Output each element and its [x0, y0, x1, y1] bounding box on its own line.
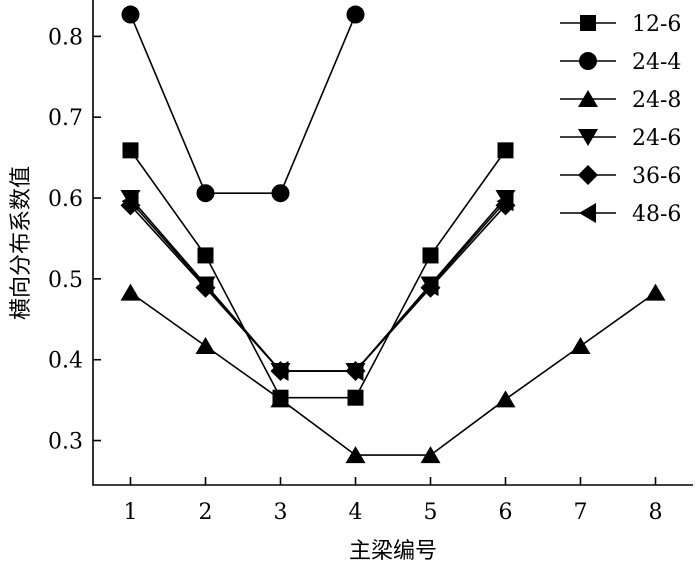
- legend-label: 48-6: [632, 202, 681, 227]
- data-point-12-6: [347, 389, 364, 406]
- legend-marker: [579, 203, 596, 223]
- legend-marker: [578, 90, 598, 107]
- data-point-48-6: [121, 191, 139, 212]
- series-line-48-6: [129, 200, 507, 372]
- legend-label: 24-4: [632, 50, 681, 75]
- data-point-24-8: [345, 446, 366, 464]
- data-point-24-8: [120, 283, 141, 301]
- x-tick-label: 5: [424, 500, 438, 525]
- legend-marker: [579, 52, 597, 70]
- data-point-24-4: [121, 5, 140, 24]
- series-24-4: [121, 5, 365, 203]
- data-point-12-6: [497, 142, 514, 159]
- legend-item-36-6: 36-6: [560, 164, 681, 189]
- series-12-6: [122, 142, 514, 406]
- legend-marker: [578, 129, 598, 146]
- y-tick-label: 0.3: [48, 430, 83, 455]
- legend-item-12-6: 12-6: [560, 12, 681, 37]
- legend-marker: [578, 165, 598, 185]
- series-layer: [120, 5, 666, 464]
- x-tick-label: 7: [574, 500, 588, 525]
- x-tick-label: 2: [199, 500, 213, 525]
- data-point-24-8: [270, 390, 291, 408]
- series-line-12-6: [129, 149, 507, 399]
- x-tick-label: 4: [349, 500, 363, 525]
- legend-label: 36-6: [632, 164, 681, 189]
- legend-item-24-4: 24-4: [560, 50, 681, 75]
- data-point-12-6: [422, 247, 439, 264]
- data-point-24-8: [645, 283, 666, 301]
- series-line-24-8: [130, 291, 656, 456]
- x-axis-title: 主梁编号: [349, 539, 437, 564]
- y-tick-label: 0.6: [48, 187, 83, 212]
- data-point-24-4: [196, 184, 215, 203]
- y-tick-label: 0.5: [48, 268, 83, 293]
- y-tick-label: 0.8: [48, 25, 83, 50]
- data-point-24-4: [346, 5, 365, 24]
- x-tick-label: 8: [649, 500, 663, 525]
- legend-label: 24-8: [632, 88, 681, 113]
- series-24-8: [120, 283, 666, 464]
- y-tick-label: 0.7: [48, 106, 83, 131]
- y-axis-title: 横向分布系数值: [9, 166, 34, 320]
- axes: 1 2 3 4 5 6 7 8 0.3 0.4 0.5 0.6 0.7 0.8: [48, 0, 693, 525]
- axis-lines: [92, 0, 693, 486]
- data-point-24-4: [271, 184, 290, 203]
- legend-item-24-6: 24-6: [560, 126, 681, 151]
- legend: 12-6 24-4 24-8 24-6 36-6 48-6: [560, 12, 681, 227]
- legend-marker: [580, 15, 596, 31]
- series-36-6: [120, 195, 516, 382]
- x-tick-label: 1: [124, 500, 138, 525]
- x-tick-label: 6: [499, 500, 513, 525]
- data-point-48-6: [496, 191, 514, 212]
- series-line-24-6: [129, 197, 507, 372]
- data-point-48-6: [346, 361, 364, 382]
- data-point-24-8: [495, 390, 516, 408]
- legend-item-48-6: 48-6: [560, 202, 681, 227]
- data-point-12-6: [197, 247, 214, 264]
- legend-item-24-8: 24-8: [560, 88, 681, 113]
- series-line-24-4: [129, 14, 357, 194]
- y-tick-label: 0.4: [48, 349, 83, 374]
- data-point-48-6: [196, 276, 214, 297]
- x-tick-label: 3: [274, 500, 288, 525]
- data-point-24-8: [570, 336, 591, 354]
- data-point-24-8: [420, 446, 441, 464]
- data-point-48-6: [271, 361, 289, 382]
- legend-label: 12-6: [632, 12, 681, 37]
- legend-label: 24-6: [632, 126, 681, 151]
- data-point-48-6: [421, 276, 439, 297]
- series-48-6: [121, 191, 514, 382]
- data-point-12-6: [122, 142, 139, 159]
- data-point-24-8: [195, 336, 216, 354]
